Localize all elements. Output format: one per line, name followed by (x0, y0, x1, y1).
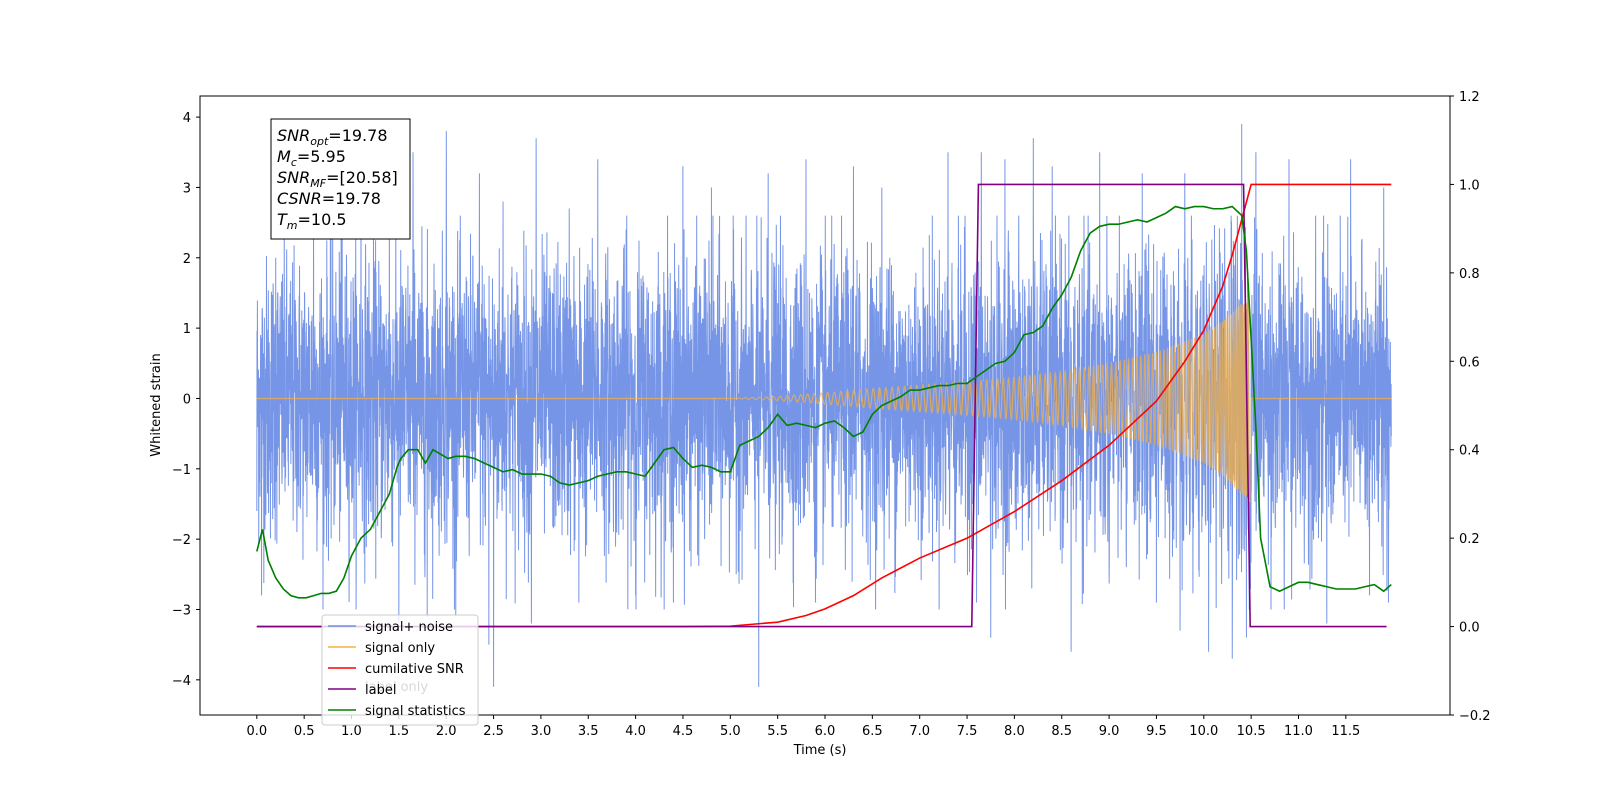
y2-tick-label: 0.8 (1459, 267, 1480, 282)
legend-label: signal+ noise (365, 620, 453, 635)
annotation-line: Mc=5.95 (277, 147, 346, 169)
y-axis-left: −4 −3 −2 −1 0 1 2 3 4 (172, 111, 200, 689)
annotation-line: SNRopt=19.78 (277, 126, 388, 148)
y2-tick-label: −0.2 (1459, 709, 1491, 724)
x-tick-label: 10.5 (1237, 724, 1266, 739)
annotation-symbol: T (277, 210, 288, 229)
legend-label: cumilative SNR (365, 662, 464, 677)
legend: label only signal+ noise signal only cumila… (321, 614, 479, 726)
y2-tick-label: 0.4 (1459, 444, 1480, 459)
y-tick-label: 2 (183, 252, 191, 267)
legend-label: label (365, 683, 396, 698)
y-tick-label: −4 (172, 674, 191, 689)
x-tick-label: 4.5 (673, 724, 694, 739)
annotation-value: =10.5 (298, 210, 347, 229)
y-tick-label: 4 (183, 111, 191, 126)
x-tick-label: 11.5 (1331, 724, 1360, 739)
x-tick-label: 0.0 (246, 724, 267, 739)
x-tick-label: 11.0 (1284, 724, 1313, 739)
x-tick-label: 1.0 (341, 724, 362, 739)
x-tick-label: 1.5 (389, 724, 410, 739)
annotation-symbol: CSNR (277, 189, 322, 208)
x-tick-label: 5.0 (720, 724, 741, 739)
annotation-line: Tm=10.5 (277, 210, 347, 232)
annotation-subscript: opt (310, 135, 329, 148)
x-tick-label: 3.5 (578, 724, 599, 739)
y-tick-label: −2 (172, 533, 191, 548)
y2-tick-label: 0.2 (1459, 532, 1480, 547)
annotation-box: SNRopt=19.78Mc=5.95SNRMF=[20.58]CSNR=19.… (270, 118, 411, 240)
legend-label: signal statistics (365, 704, 466, 719)
y-tick-label: −1 (172, 463, 191, 478)
x-axis-label: Time (s) (793, 743, 847, 758)
y-axis-label: Whitened strain (149, 353, 164, 456)
annotation-symbol: SNR (277, 126, 310, 145)
annotation-value: =5.95 (297, 147, 346, 166)
annotation-value: =[20.58] (326, 168, 398, 187)
legend-label: signal only (365, 641, 435, 656)
x-tick-label: 4.0 (625, 724, 646, 739)
series-cumulative-snr (256, 183, 1392, 628)
annotation-subscript: m (287, 219, 298, 232)
x-tick-label: 9.0 (1099, 724, 1120, 739)
y-axis-right: −0.2 0.0 0.2 0.4 0.6 0.8 1.0 1.2 (1450, 90, 1491, 724)
x-tick-label: 2.5 (483, 724, 504, 739)
x-tick-label: 6.5 (862, 724, 883, 739)
legend-frame (321, 614, 479, 726)
y-tick-label: 3 (183, 181, 191, 196)
y-tick-label: 1 (183, 322, 191, 337)
annotation-value: =19.78 (322, 189, 381, 208)
x-tick-label: 7.0 (909, 724, 930, 739)
annotation-line: SNRMF=[20.58] (277, 168, 398, 190)
x-tick-label: 2.0 (436, 724, 457, 739)
annotation-value: =19.78 (328, 126, 387, 145)
x-tick-label: 9.5 (1146, 724, 1167, 739)
x-tick-label: 6.0 (815, 724, 836, 739)
annotation-symbol: SNR (277, 168, 310, 187)
x-tick-label: 10.0 (1189, 724, 1218, 739)
annotation-symbol: M (277, 147, 291, 166)
annotation-subscript: MF (310, 177, 326, 190)
legend-ghost-text: label only (365, 680, 428, 695)
x-tick-label: 3.0 (531, 724, 552, 739)
y2-tick-label: 1.0 (1459, 178, 1480, 193)
x-tick-label: 7.5 (957, 724, 978, 739)
y-tick-label: 0 (183, 392, 191, 407)
y2-tick-label: 0.0 (1459, 621, 1480, 636)
x-tick-label: 0.5 (294, 724, 315, 739)
annotation-line: CSNR=19.78 (277, 189, 381, 208)
series-label (256, 183, 1387, 628)
x-axis: 0.0 0.5 1.0 1.5 2.0 2.5 3.0 3.5 4.0 4.5 5.0 5.5 6.0 6… (246, 715, 1360, 739)
x-tick-label: 8.5 (1051, 724, 1072, 739)
x-tick-label: 8.0 (1004, 724, 1025, 739)
series-signal-only (256, 295, 1392, 504)
y2-tick-label: 0.6 (1459, 355, 1480, 370)
x-tick-label: 5.5 (767, 724, 788, 739)
annotation-frame (270, 118, 411, 240)
series-signal-statistics (256, 205, 1392, 599)
plot-data (256, 124, 1392, 687)
y-tick-label: −3 (172, 603, 191, 618)
annotation-subscript: c (291, 156, 297, 169)
y2-tick-label: 1.2 (1459, 90, 1480, 105)
